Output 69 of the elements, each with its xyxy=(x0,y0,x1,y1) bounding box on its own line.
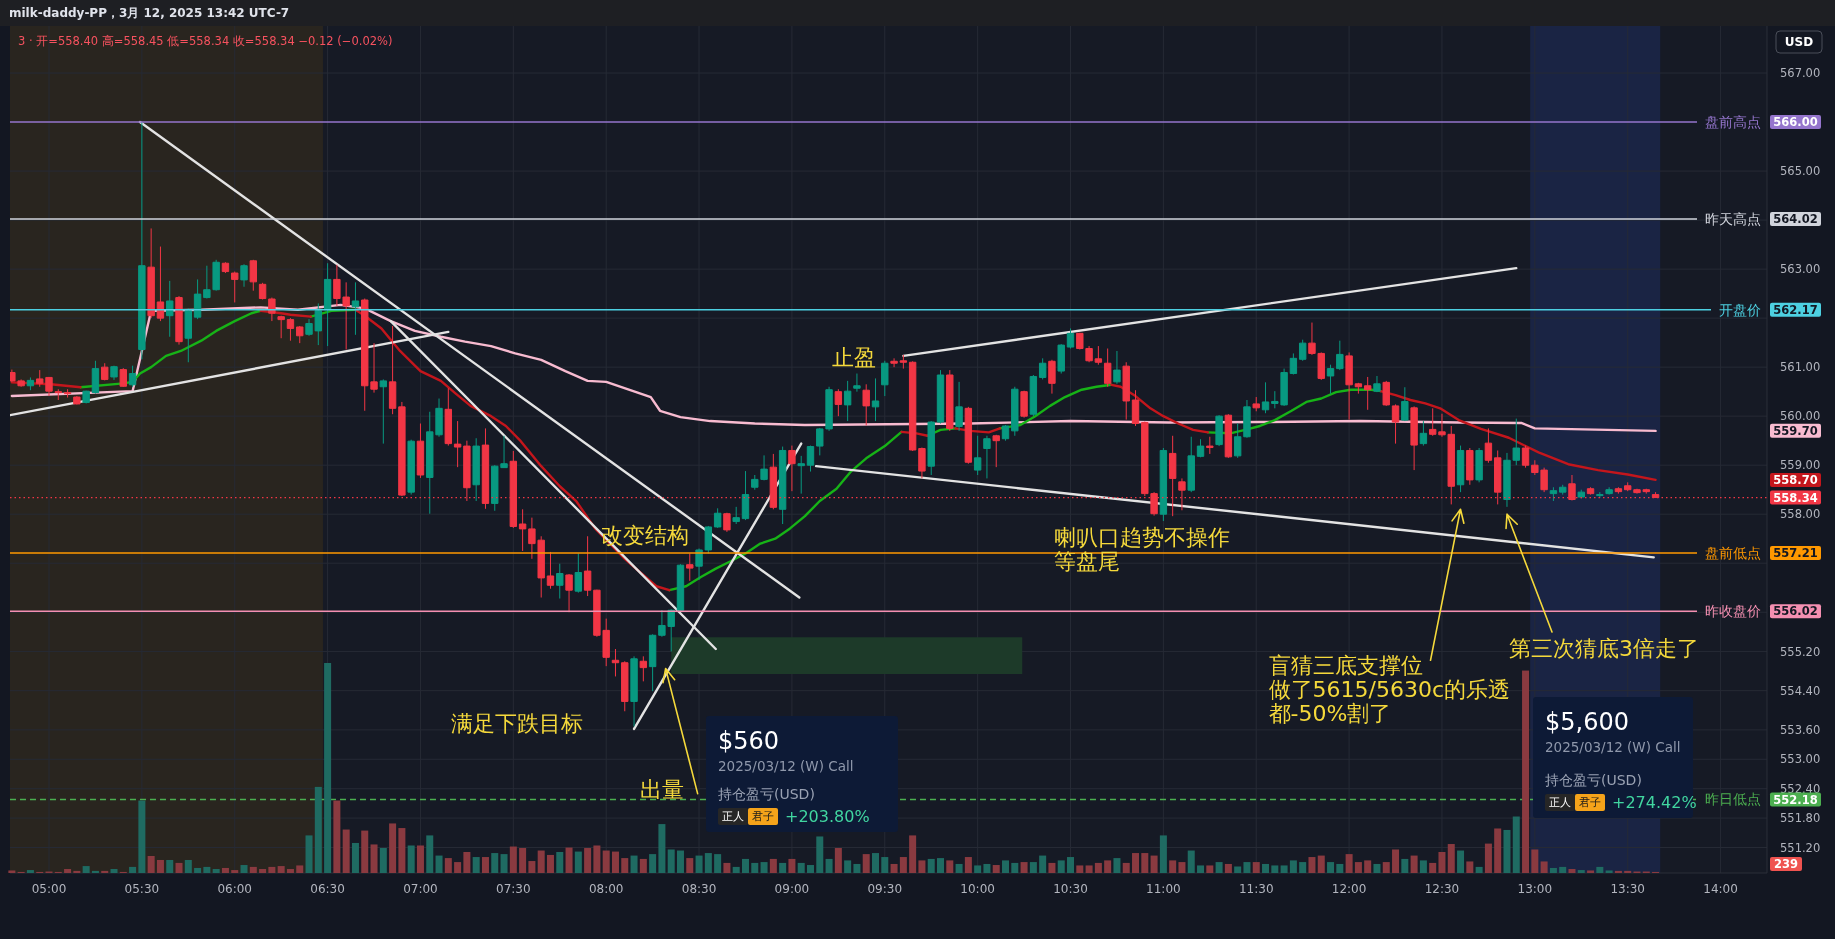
annotation: 正人 xyxy=(1549,796,1571,810)
annotation: +203.80% xyxy=(785,807,870,827)
y-tick-label: 559.00 xyxy=(1780,458,1821,473)
annotation: 盲猜三底支撑位做了5615/5630c的乐透都-50%割了 xyxy=(1268,653,1510,727)
text: 2025/03/12 (W) Call xyxy=(718,757,854,774)
annotation: 持仓盈亏(USD) xyxy=(718,786,815,803)
y-axis-title: USD xyxy=(1784,35,1814,50)
y-tick-label: 552.18 xyxy=(1773,792,1818,807)
x-tick-label: 11:00 xyxy=(1146,882,1181,897)
y-tick-label: 567.00 xyxy=(1780,66,1821,81)
y-tick-label: 561.00 xyxy=(1780,360,1821,375)
y-tick-label: 556.02 xyxy=(1773,604,1818,619)
x-tick-label: 10:00 xyxy=(960,882,995,897)
y-tick-label: 553.60 xyxy=(1780,723,1821,738)
y-tick-label: 558.34 xyxy=(1773,490,1818,505)
x-tick-label: 08:30 xyxy=(681,882,717,897)
x-tick-label: 12:00 xyxy=(1331,882,1367,897)
annotation: 改变结构 xyxy=(600,522,689,548)
y-tick-label: 558.00 xyxy=(1780,507,1821,522)
ref-line-label: 昨收盘价 xyxy=(1705,603,1761,620)
y-tick-label: 554.40 xyxy=(1780,683,1821,698)
x-tick-label: 07:30 xyxy=(496,882,531,897)
x-tick-label: 09:00 xyxy=(774,882,810,897)
y-tick-label: 551.80 xyxy=(1780,811,1821,826)
y-tick-label: 564.02 xyxy=(1773,212,1818,227)
x-tick-label: 09:30 xyxy=(867,882,903,897)
annotation: 喇叭口趋势不操作等盘尾 xyxy=(1053,525,1230,575)
x-tick-label: 12:30 xyxy=(1424,882,1460,897)
text: $560 xyxy=(718,726,780,755)
x-tick-label: 07:00 xyxy=(403,882,438,897)
text: 3 · 开=558.40 高=558.45 低=558.34 收=558.34 −0.12 (−0.02%) xyxy=(18,34,393,49)
x-tick-label: 13:00 xyxy=(1517,882,1553,897)
ref-line-label: 盘前高点 xyxy=(1705,113,1761,130)
ref-line-label: 昨日低点 xyxy=(1705,791,1761,808)
y-tick-label: 553.00 xyxy=(1780,752,1821,767)
x-tick-label: 10:30 xyxy=(1053,882,1088,897)
annotation: 满足下跌目标 xyxy=(450,710,583,736)
y-tick-label: 557.21 xyxy=(1773,546,1818,561)
annotation: 持仓盈亏(USD) xyxy=(1545,772,1642,789)
ref-line-label: 盘前低点 xyxy=(1705,544,1761,561)
ref-line-label: 开盘价 xyxy=(1719,301,1761,318)
x-tick-label: 13:30 xyxy=(1610,882,1645,897)
chart-title: milk-daddy-PP，3月 12, 2025 13:42 UTC-7 xyxy=(9,6,290,21)
annotation: 君子 xyxy=(752,810,774,824)
y-tick-label: 559.70 xyxy=(1773,424,1818,439)
y-tick-label: 563.00 xyxy=(1780,262,1821,277)
y-tick-label: 551.20 xyxy=(1780,840,1821,855)
annotation: 出量 xyxy=(639,776,684,802)
text: 2025/03/12 (W) Call xyxy=(1545,738,1681,755)
text: $5,600 xyxy=(1545,707,1629,736)
x-tick-label: 11:30 xyxy=(1238,882,1274,897)
y-tick-label: 562.17 xyxy=(1773,302,1818,317)
x-tick-label: 05:00 xyxy=(31,882,67,897)
y-tick-label: 555.20 xyxy=(1780,644,1821,659)
annotation: 止盈 xyxy=(832,345,876,371)
annotation: 君子 xyxy=(1579,796,1601,810)
y-tick-label: 565.00 xyxy=(1780,164,1821,179)
y-tick-label: 560.00 xyxy=(1780,409,1821,424)
y-tick-label: 566.00 xyxy=(1773,115,1818,130)
y-tick-label: 558.70 xyxy=(1773,473,1818,488)
x-tick-label: 06:30 xyxy=(310,882,345,897)
annotation: +274.42% xyxy=(1612,793,1697,813)
x-tick-label: 05:30 xyxy=(124,882,160,897)
annotation: 正人 xyxy=(722,810,744,824)
ref-line-label: 昨天高点 xyxy=(1705,210,1761,227)
x-tick-label: 08:00 xyxy=(588,882,624,897)
annotation: 第三次猜底3倍走了 xyxy=(1509,636,1699,662)
x-tick-label: 06:00 xyxy=(217,882,253,897)
x-tick-label: 14:00 xyxy=(1703,882,1738,897)
